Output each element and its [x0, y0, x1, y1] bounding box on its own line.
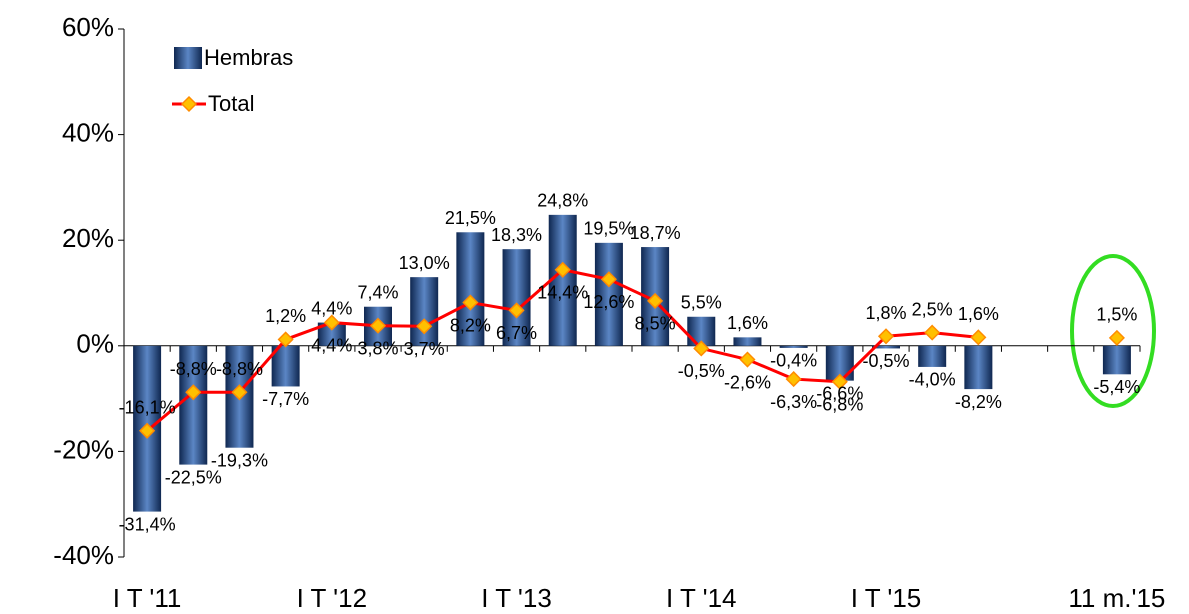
- total-marker: [277, 331, 294, 348]
- legend-bar-swatch: [174, 47, 202, 69]
- total-marker: [877, 328, 895, 345]
- legend-marker: [180, 95, 198, 113]
- bar-label: 19,5%: [583, 219, 634, 239]
- bar-label: -0,4%: [770, 351, 817, 371]
- bar-label: -8,2%: [955, 392, 1002, 412]
- x-tick-label: I T '14: [666, 583, 737, 613]
- bar: [1102, 345, 1131, 375]
- bar-label: 5,5%: [681, 293, 722, 313]
- total-marker: [739, 351, 756, 368]
- y-tick-label: -40%: [53, 540, 114, 570]
- total-marker: [970, 329, 987, 346]
- bar-label: -4,0%: [909, 370, 956, 390]
- total-marker: [831, 373, 848, 390]
- y-tick-label: 40%: [62, 117, 114, 147]
- bar: [594, 242, 623, 346]
- y-tick-label: -20%: [53, 434, 114, 464]
- total-marker: [924, 324, 941, 341]
- line-label: 1,8%: [865, 303, 906, 323]
- line-label: 12,6%: [583, 292, 634, 312]
- bar-label: -31,4%: [119, 514, 176, 534]
- line-label: 4,4%: [311, 335, 352, 355]
- legend-label: Total: [208, 91, 254, 116]
- line-label: 6,7%: [496, 323, 537, 343]
- bar: [410, 277, 439, 346]
- total-marker: [462, 294, 479, 311]
- bar: [179, 345, 208, 465]
- bar-label: 4,4%: [311, 298, 352, 318]
- bar: [548, 214, 577, 346]
- line-label: 3,8%: [357, 338, 398, 358]
- x-tick-label: 11 m.'15: [1068, 583, 1165, 613]
- bar: [317, 322, 346, 346]
- line-label: 3,7%: [404, 339, 445, 359]
- bar-label: 13,0%: [399, 253, 450, 273]
- total-marker: [139, 422, 156, 439]
- line-label: -8,8%: [170, 359, 217, 379]
- line-label: -2,6%: [724, 372, 771, 392]
- total-marker: [369, 317, 387, 334]
- y-tick-label: 0%: [76, 329, 114, 359]
- line-label: 8,5%: [635, 314, 676, 334]
- total-marker: [323, 314, 340, 331]
- bar-label: -19,3%: [211, 450, 268, 470]
- bar: [872, 345, 900, 349]
- bar: [918, 345, 947, 367]
- total-marker: [554, 261, 571, 278]
- total-marker: [416, 318, 433, 335]
- bar-label: -5,4%: [1093, 377, 1140, 397]
- total-marker: [600, 271, 617, 288]
- line-label: -16,1%: [119, 398, 176, 418]
- bar-label: -7,7%: [262, 389, 309, 409]
- bar-label: 1,6%: [727, 313, 768, 333]
- total-marker: [1108, 329, 1125, 346]
- y-tick-label: 60%: [62, 12, 114, 42]
- bar: [502, 249, 531, 346]
- line-label: -8,8%: [216, 359, 263, 379]
- line-label: 1,6%: [958, 304, 999, 324]
- x-tick-label: I T '12: [297, 583, 368, 613]
- bar-label: -22,5%: [165, 467, 222, 487]
- bar-label: 21,5%: [445, 208, 496, 228]
- bar-label: 7,4%: [357, 282, 398, 302]
- bar-label: 24,8%: [537, 191, 588, 211]
- total-marker: [508, 302, 525, 319]
- line-label: 8,2%: [450, 315, 491, 335]
- legend-label: Hembras: [204, 45, 293, 70]
- y-tick-label: 20%: [62, 223, 114, 253]
- bar-label: 18,3%: [491, 225, 542, 245]
- x-tick-label: I T '15: [851, 583, 922, 613]
- bar: [779, 345, 808, 348]
- bar: [456, 232, 485, 346]
- line-label: -6,3%: [770, 392, 817, 412]
- line-label: -6,8%: [816, 394, 863, 414]
- bar: [964, 345, 993, 390]
- bar: [733, 337, 762, 346]
- line-label: 1,2%: [265, 306, 306, 326]
- x-tick-label: I T '13: [481, 583, 552, 613]
- bar: [271, 345, 300, 387]
- bar-label: -6,6%: [816, 383, 863, 403]
- total-marker: [693, 340, 710, 357]
- line-label: 14,4%: [537, 283, 588, 303]
- total-marker: [185, 384, 202, 401]
- bar-label: -0,5%: [862, 351, 909, 371]
- total-marker: [231, 384, 248, 401]
- highlight-ellipse: [1070, 254, 1156, 408]
- bar-label: 18,7%: [630, 223, 681, 243]
- line-label: -0,5%: [678, 361, 725, 381]
- line-label: 2,5%: [912, 299, 953, 319]
- x-tick-label: I T '11: [113, 583, 182, 613]
- total-marker: [647, 292, 664, 309]
- line-label: 1,5%: [1096, 305, 1137, 325]
- total-marker: [785, 371, 802, 388]
